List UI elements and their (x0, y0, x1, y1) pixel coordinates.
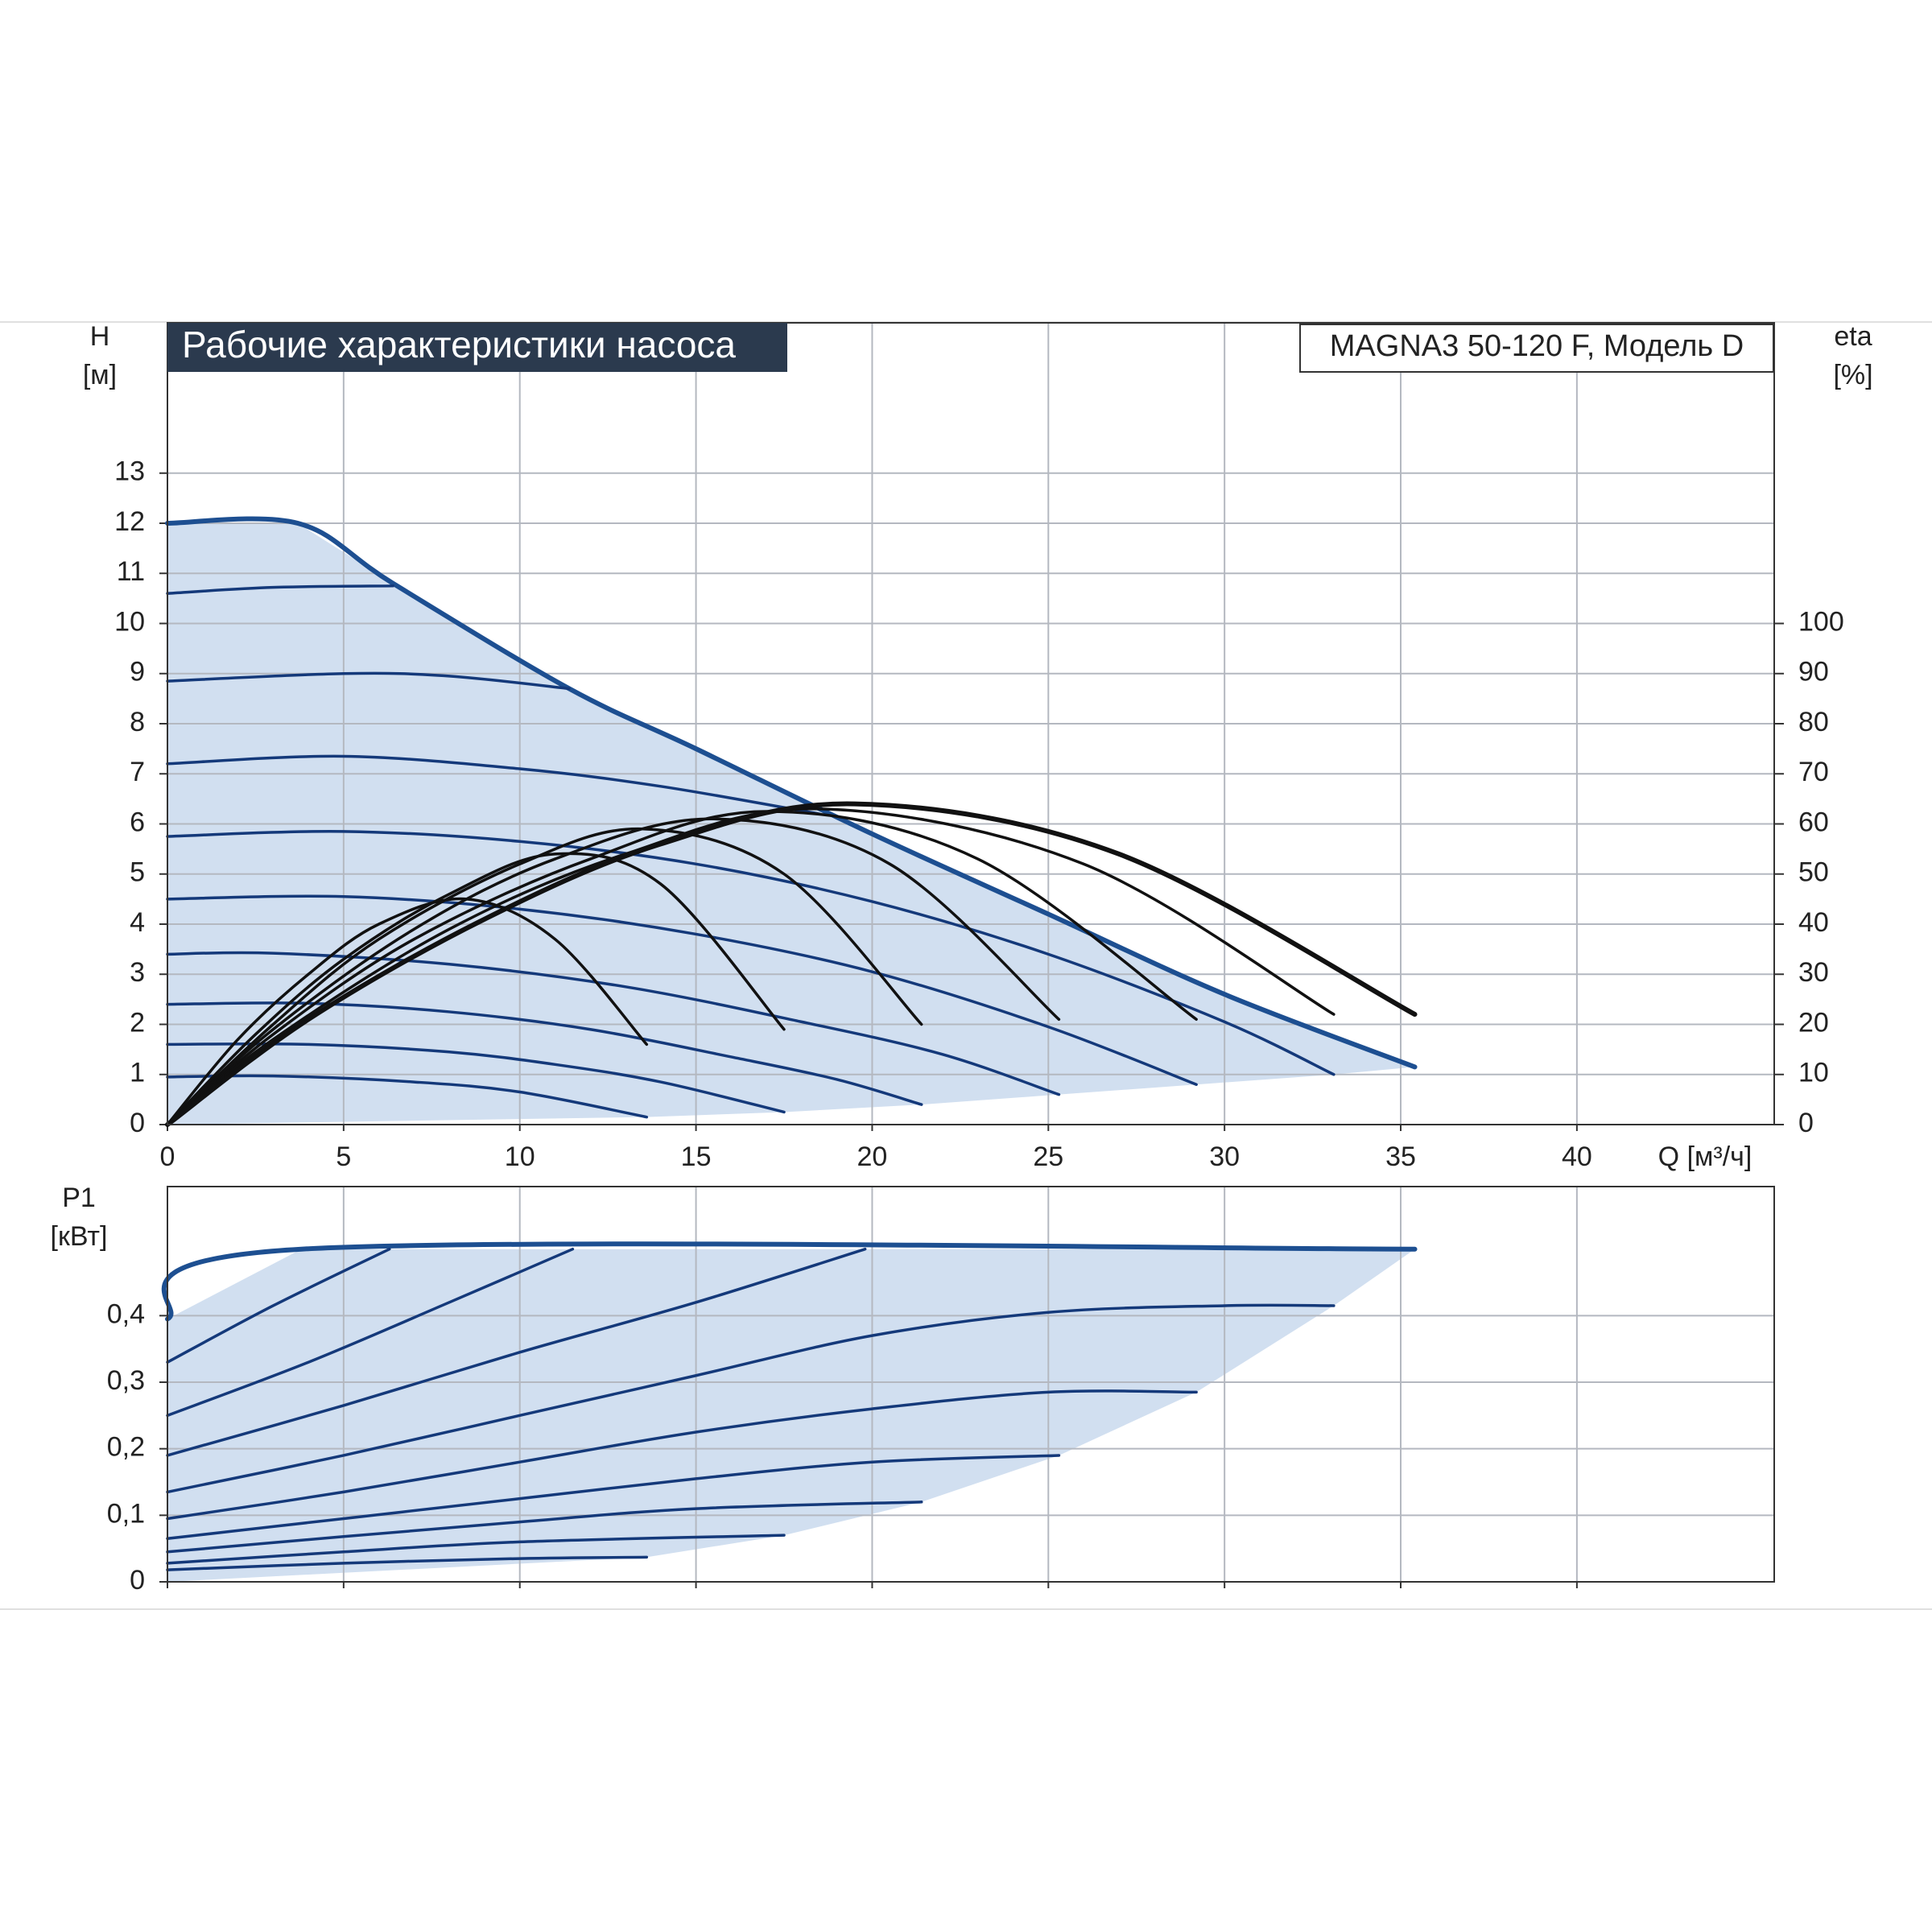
y2-tick-label: 40 (1798, 907, 1829, 938)
y-axis-label: H (90, 321, 110, 352)
speed-curve (166, 584, 394, 595)
y-tick-label: 0,4 (107, 1298, 145, 1329)
y-tick-label: 0 (130, 1108, 145, 1138)
y-tick-label: 3 (130, 957, 145, 988)
efficiency-curve (166, 810, 1198, 1126)
max-curve (161, 1241, 1418, 1322)
speed-curve (166, 1555, 649, 1571)
efficiency-curve (165, 801, 1418, 1127)
speed-curve (166, 1501, 923, 1554)
y-tick-label: 6 (130, 807, 145, 837)
speed-curve (166, 1247, 575, 1418)
y-axis-unit: [кВт] (51, 1221, 108, 1252)
efficiency-curve (166, 852, 786, 1126)
y2-tick-label: 100 (1798, 606, 1844, 637)
y2-tick-label: 0 (1798, 1108, 1814, 1138)
plot-frame (167, 322, 1775, 1125)
efficiency-curve (166, 817, 1061, 1126)
y-tick-label: 4 (130, 907, 145, 938)
efficiency-curve (166, 897, 649, 1126)
speed-curve (166, 1074, 649, 1119)
speed-curve (166, 1042, 786, 1114)
annotation-box (1299, 324, 1774, 373)
y-axis-label: P1 (62, 1183, 96, 1213)
y-tick-label: 0 (130, 1565, 145, 1596)
x-tick-label: 10 (505, 1141, 535, 1172)
x-tick-label: 15 (681, 1141, 712, 1172)
speed-curve (166, 671, 571, 691)
y-tick-label: 0,3 (107, 1365, 145, 1396)
x-tick-label: 20 (857, 1141, 888, 1172)
speed-curve (166, 951, 1061, 1096)
y2-tick-label: 90 (1798, 657, 1829, 687)
speed-curve (166, 1389, 1198, 1521)
y-tick-label: 5 (130, 857, 145, 888)
y2-tick-label: 60 (1798, 807, 1829, 837)
y-tick-label: 10 (114, 606, 145, 637)
operating-area (167, 1249, 1415, 1582)
speed-curve (166, 1303, 1335, 1494)
x-tick-label: 5 (336, 1141, 351, 1172)
annotation: MAGNA3 50-120 F, Модель D (1330, 329, 1744, 363)
y-tick-label: 0,2 (107, 1432, 145, 1463)
speed-curve (166, 1454, 1061, 1541)
y2-tick-label: 80 (1798, 707, 1829, 737)
speed-curve (166, 1534, 786, 1565)
speed-curve (166, 829, 1335, 1076)
y-tick-label: 1 (130, 1058, 145, 1088)
y2-axis-unit: [%] (1833, 360, 1872, 390)
y-tick-label: 9 (130, 657, 145, 687)
x-tick-label: 0 (160, 1141, 175, 1172)
speed-curve (166, 1247, 867, 1457)
max-curve (165, 516, 1418, 1070)
y-axis-unit: [м] (83, 360, 117, 390)
y-tick-label: 7 (130, 757, 145, 787)
x-tick-label: 35 (1385, 1141, 1416, 1172)
y-tick-label: 11 (117, 556, 145, 587)
plots: 0 5 10 15 20 25 30 35 40012345678910111213010203… (107, 322, 1844, 1596)
y-tick-label: 0,1 (107, 1498, 145, 1529)
speed-curve (166, 754, 821, 815)
chart-title: Рабочие характеристики насоса (182, 324, 736, 365)
x-tick-label: 40 (1562, 1141, 1592, 1172)
y-tick-label: 2 (130, 1007, 145, 1038)
y2-axis-label: eta (1834, 321, 1872, 352)
y2-tick-label: 10 (1798, 1058, 1829, 1088)
y2-tick-label: 70 (1798, 757, 1829, 787)
x-tick-label: 30 (1209, 1141, 1240, 1172)
speed-curve (166, 1247, 391, 1364)
title-box (167, 323, 787, 372)
y2-tick-label: 20 (1798, 1007, 1829, 1038)
y-tick-label: 12 (114, 506, 145, 537)
efficiency-curve (166, 827, 923, 1126)
y-tick-label: 13 (114, 456, 145, 487)
x-axis-label: Q [м³/ч] (1658, 1141, 1752, 1172)
x-tick-label: 25 (1033, 1141, 1063, 1172)
y-tick-label: 8 (130, 707, 145, 737)
y2-tick-label: 30 (1798, 957, 1829, 988)
y2-tick-label: 50 (1798, 857, 1829, 888)
plot-frame (167, 1186, 1775, 1583)
speed-curve (166, 894, 1198, 1086)
